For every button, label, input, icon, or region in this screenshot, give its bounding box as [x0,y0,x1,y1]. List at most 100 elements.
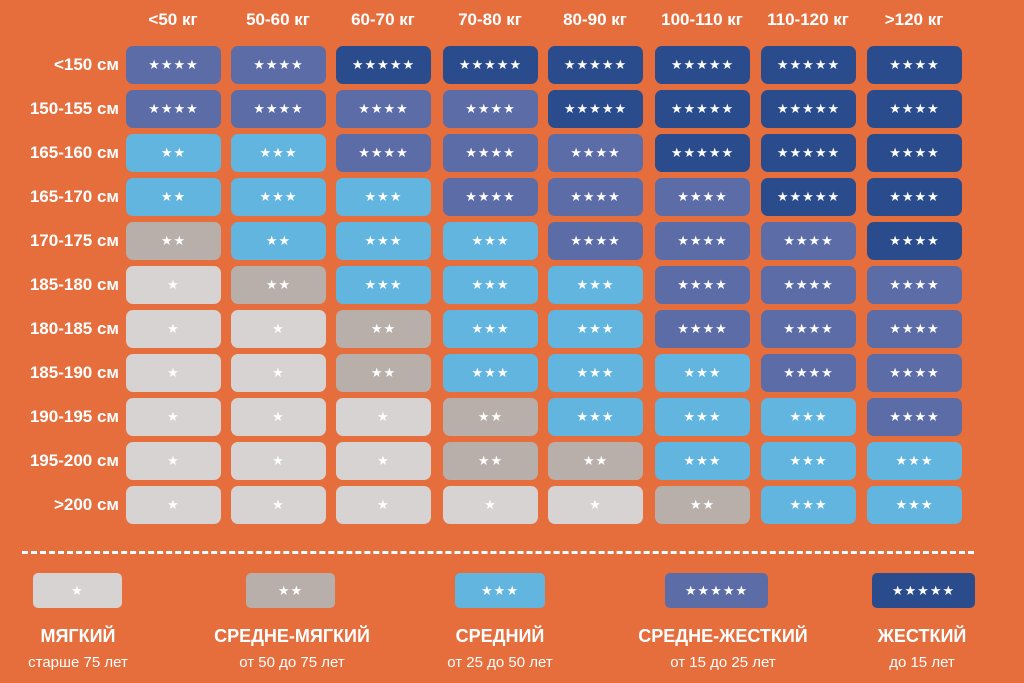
row-header: 150-155 см [29,99,119,118]
table-cell: ★ [126,398,221,436]
row-header: <150 см [53,55,119,74]
table-cell: ★★ [655,486,750,524]
table-cell: ★★ [548,442,643,480]
table-cell: ★★ [443,442,538,480]
table-cell: ★★★★ [548,134,643,172]
legend-title: СРЕДНИЙ [455,626,545,646]
table-cell: ★ [126,310,221,348]
legend-swatch: ★★★★★ [665,573,768,608]
column-header: 100-110 кг [661,10,743,29]
table-cell: ★★★★ [761,222,856,260]
table-cell: ★★★★★ [443,46,538,84]
table-cell: ★ [336,442,431,480]
table-cell: ★★★ [761,486,856,524]
table-cell: ★★★★ [867,46,962,84]
table-cell: ★★★ [655,398,750,436]
table-cell: ★★ [126,222,221,260]
legend-swatch: ★★ [246,573,335,608]
legend-swatch: ★★★ [455,573,545,608]
legend-title: СРЕДНЕ-МЯГКИЙ [214,626,370,646]
table-cell: ★★★★ [655,178,750,216]
table-cell: ★★★ [336,222,431,260]
column-header: >120 кг [884,10,944,29]
table-cell: ★★★★ [231,90,326,128]
table-cell: ★★★★ [336,134,431,172]
row-header: 195-200 см [29,451,119,470]
legend-title: СРЕДНЕ-ЖЕСТКИЙ [638,626,808,646]
legend-title: МЯГКИЙ [40,626,116,646]
table-cell: ★ [443,486,538,524]
table-cell: ★★★★ [867,178,962,216]
table-cell: ★★★★ [761,354,856,392]
row-header: 185-180 см [29,275,119,294]
table-cell: ★★★ [761,442,856,480]
table-cell: ★ [231,354,326,392]
column-header: 60-70 кг [351,10,415,29]
table-cell: ★★★ [548,310,643,348]
table-cell: ★★ [443,398,538,436]
table-cell: ★★★★ [867,222,962,260]
column-header: 70-80 кг [458,10,522,29]
table-cell: ★★★ [336,178,431,216]
table-cell: ★ [548,486,643,524]
row-header: 165-160 см [29,143,119,162]
table-cell: ★★★ [231,178,326,216]
row-header: 170-175 см [29,231,119,250]
table-cell: ★★★★ [443,134,538,172]
row-header: 180-185 см [29,319,119,338]
table-cell: ★★★★ [126,90,221,128]
table-cell: ★★★★ [867,354,962,392]
table-cell: ★★ [126,178,221,216]
legend-subtitle: старше 75 лет [28,654,128,671]
table-cell: ★★ [336,354,431,392]
legend-subtitle: от 15 до 25 лет [670,654,776,671]
table-cell: ★★★★ [655,310,750,348]
legend-swatch: ★★★★★ [872,573,975,608]
table-cell: ★★★ [548,266,643,304]
column-header: 110-120 кг [767,10,849,29]
divider [22,551,974,554]
table-cell: ★★★★★ [761,134,856,172]
legend-swatch: ★ [33,573,122,608]
table-cell: ★★★ [548,398,643,436]
table-cell: ★★★★ [231,46,326,84]
table-cell: ★ [126,442,221,480]
table-cell: ★★★★ [443,178,538,216]
table-cell: ★ [231,398,326,436]
table-cell: ★★★★ [761,266,856,304]
table-cell: ★★★ [443,354,538,392]
table-cell: ★★★★ [126,46,221,84]
table-cell: ★★★ [867,486,962,524]
column-header: 80-90 кг [563,10,627,29]
table-cell: ★★★ [548,354,643,392]
legend-subtitle: от 25 до 50 лет [447,654,553,671]
legend-subtitle: от 50 до 75 лет [239,654,345,671]
table-cell: ★★★★★ [655,90,750,128]
row-header: 185-190 см [29,363,119,382]
table-cell: ★★ [336,310,431,348]
table-cell: ★★ [126,134,221,172]
table-cell: ★★★★★ [548,90,643,128]
table-cell: ★★★★★ [548,46,643,84]
table-cell: ★★★★★ [336,46,431,84]
table-cell: ★★★★ [548,222,643,260]
row-header: 165-170 см [29,187,119,206]
table-cell: ★★★★★ [655,46,750,84]
table-cell: ★ [126,266,221,304]
table-cell: ★★★ [867,442,962,480]
table-cell: ★★★ [231,134,326,172]
table-cell: ★ [336,486,431,524]
table-cell: ★★★★ [867,90,962,128]
table-cell: ★★ [231,266,326,304]
legend-title: ЖЕСТКИЙ [877,626,967,646]
table-cell: ★ [336,398,431,436]
table-cell: ★★★ [761,398,856,436]
column-header: 50-60 кг [246,10,310,29]
table-cell: ★★★★ [443,90,538,128]
table-cell: ★ [231,310,326,348]
table-cell: ★★★★★ [761,178,856,216]
table-cell: ★★★ [443,310,538,348]
table-cell: ★★★★ [548,178,643,216]
legend-subtitle: до 15 лет [889,654,955,671]
table-cell: ★★★ [443,266,538,304]
